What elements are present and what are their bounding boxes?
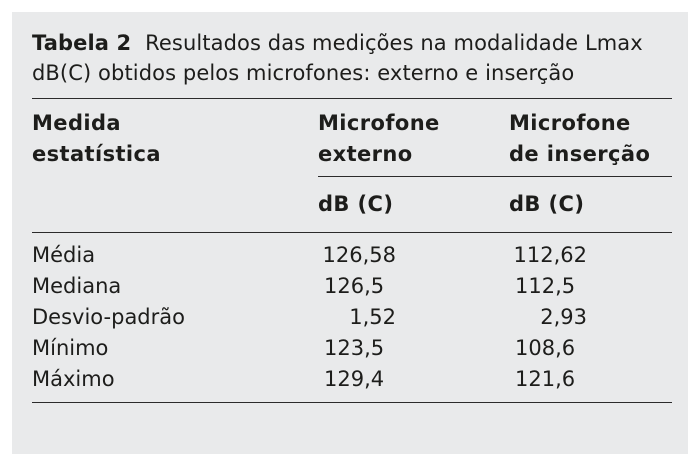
row-external-value: 1,52 xyxy=(349,305,396,329)
table-caption: Tabela 2 Resultados das medições na modal… xyxy=(32,28,672,88)
caption-text-1: Resultados das medições na modalidade Lm… xyxy=(145,31,643,55)
row-insertion-value: 112,5 xyxy=(515,274,576,298)
header-insertion-line-2: de inserção xyxy=(509,142,651,166)
row-insertion-value: 112,62 xyxy=(513,243,587,267)
header-insertion-line-1: Microfone xyxy=(509,111,631,135)
header-measure-line-2: estatística xyxy=(32,142,161,166)
row-measure: Mediana xyxy=(32,274,122,298)
row-insertion-value: 121,6 xyxy=(515,367,576,391)
unit-external: dB (C) xyxy=(318,192,394,216)
header-measure-line-1: Medida xyxy=(32,111,121,135)
caption-line-2: dB(C) obtidos pelos microfones: externo … xyxy=(32,61,575,85)
table-label: Tabela 2 xyxy=(32,31,132,55)
top-rule xyxy=(32,98,672,99)
header-external-line-1: Microfone xyxy=(318,111,440,135)
row-insertion-value: 108,6 xyxy=(515,336,576,360)
row-external-value: 123,5 xyxy=(324,336,385,360)
row-measure: Média xyxy=(32,243,96,267)
row-external-value: 126,5 xyxy=(324,274,385,298)
row-measure: Mínimo xyxy=(32,336,109,360)
row-external-value: 126,58 xyxy=(322,243,396,267)
row-measure: Máximo xyxy=(32,367,115,391)
table-panel: Tabela 2 Resultados das medições na modal… xyxy=(12,12,688,454)
row-insertion-value: 2,93 xyxy=(540,305,587,329)
bottom-rule xyxy=(32,402,672,403)
caption-line-1: Tabela 2 Resultados das medições na modal… xyxy=(32,28,672,58)
header-rule xyxy=(32,232,672,233)
unit-insertion: dB (C) xyxy=(509,192,585,216)
header-external-line-2: externo xyxy=(318,142,413,166)
row-external-value: 129,4 xyxy=(324,367,385,391)
unit-rule xyxy=(318,176,672,177)
row-measure: Desvio-padrão xyxy=(32,305,185,329)
